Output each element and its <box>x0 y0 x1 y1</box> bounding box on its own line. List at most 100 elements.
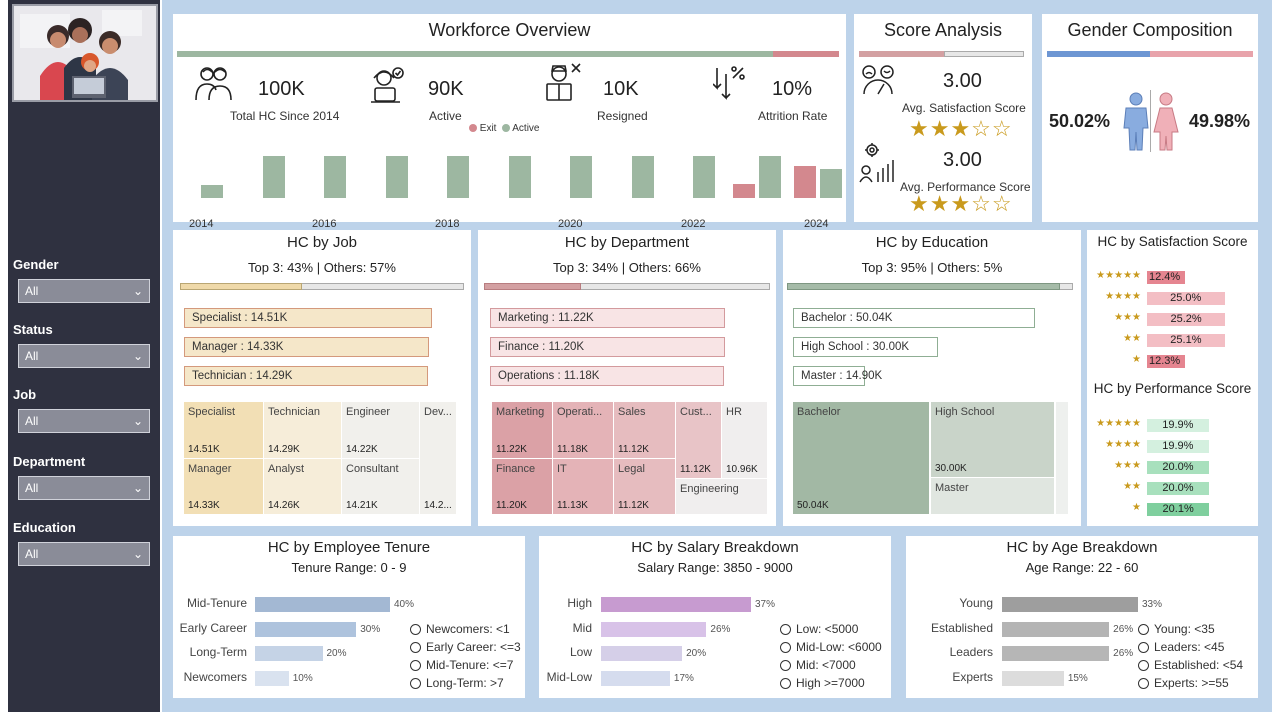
gender-divider <box>1150 90 1151 152</box>
dashboard-canvas: Workforce Overview 100K Total HC Since 2… <box>162 0 1272 712</box>
chevron-down-icon: ⌄ <box>132 349 143 363</box>
salary-bar-label: Mid <box>572 620 592 635</box>
department-treemap-tile[interactable]: Finance 11.20K <box>492 459 552 514</box>
education-treemap-other[interactable] <box>1056 402 1068 514</box>
score-bar[interactable]: 19.9% <box>1147 419 1209 432</box>
salary-bar[interactable] <box>601 646 683 661</box>
job-treemap-tile[interactable]: Analyst 14.26K <box>264 459 341 514</box>
job-title: HC by Job <box>286 234 358 251</box>
score-bar[interactable]: 25.1% <box>1147 334 1225 347</box>
age-legend-text: Young: <35 <box>1154 622 1215 636</box>
salary-legend-item: Low: <5000 <box>780 622 858 636</box>
attrition-icon <box>712 64 747 107</box>
active-bar[interactable] <box>508 156 531 198</box>
age-legend-item: Young: <35 <box>1138 622 1215 636</box>
job-treemap-tile[interactable]: Technician 14.29K <box>264 402 341 458</box>
age-bar[interactable] <box>1002 597 1138 612</box>
age-bar[interactable] <box>1002 646 1110 661</box>
active-bar[interactable] <box>570 156 592 198</box>
score-bar[interactable]: 19.9% <box>1147 440 1209 453</box>
salary-bar[interactable] <box>601 597 751 612</box>
salary-subtitle: Salary Range: 3850 - 9000 <box>637 560 793 575</box>
department-treemap-tile[interactable]: IT 11.13K <box>553 459 613 514</box>
department-treemap-tile[interactable]: Marketing 11.22K <box>492 402 552 458</box>
tenure-bar[interactable] <box>255 646 323 661</box>
tile-value: 11.12K <box>618 444 649 455</box>
active-bar[interactable] <box>385 156 408 198</box>
score-distribution-card: HC by Satisfaction Score ★★★★★ 12.4% ★★★★ 2… <box>1087 230 1258 526</box>
exit-bar[interactable] <box>794 165 816 198</box>
active-value: 90K <box>428 78 464 100</box>
hc-by-salary-card: HC by Salary Breakdown Salary Range: 385… <box>539 536 891 698</box>
tenure-bar[interactable] <box>255 621 357 637</box>
active-bar[interactable] <box>201 185 223 198</box>
job-filter-dropdown[interactable]: All ⌄ <box>18 409 150 433</box>
job-treemap-tile[interactable]: Engineer 14.22K <box>342 402 419 458</box>
year-tick-label: 2024 <box>804 218 829 230</box>
education-treemap-tile[interactable]: Master <box>931 478 1054 514</box>
department-treemap-tile[interactable]: Engineering <box>676 479 767 514</box>
circle-icon <box>780 660 791 671</box>
status-filter-dropdown[interactable]: All ⌄ <box>18 344 150 368</box>
department-treemap-tile[interactable]: Legal 11.12K <box>614 459 675 514</box>
department-treemap-tile[interactable]: HR 10.96K <box>722 402 767 478</box>
workforce-overview-card: Workforce Overview 100K Total HC Since 2… <box>173 14 846 230</box>
job-top1-label: Specialist : 14.51K <box>184 308 432 328</box>
salary-title: HC by Salary Breakdown <box>631 539 799 556</box>
age-bar[interactable] <box>1002 670 1064 686</box>
education-treemap-tile[interactable]: Bachelor 50.04K <box>793 402 929 514</box>
tenure-legend-text: Early Career: <=3 <box>426 640 521 654</box>
active-bar[interactable] <box>262 156 285 198</box>
department-treemap-tile[interactable]: Cust... 11.12K <box>676 402 721 478</box>
circle-icon <box>410 660 421 671</box>
department-filter-dropdown[interactable]: All ⌄ <box>18 476 150 500</box>
active-bar[interactable] <box>693 156 715 198</box>
tile-label: Cust... <box>680 406 712 418</box>
tenure-bar[interactable] <box>255 670 289 686</box>
tile-value: 11.22K <box>496 444 527 455</box>
job-treemap-tile[interactable]: Manager 14.33K <box>184 459 263 514</box>
score-bar[interactable]: 25.0% <box>1147 292 1225 305</box>
age-bar-percentage: 15% <box>1067 672 1088 684</box>
star-rating-label: ★ <box>1132 502 1141 513</box>
tile-label: Sales <box>618 406 646 418</box>
salary-bar[interactable] <box>601 621 707 637</box>
salary-legend-item: High >=7000 <box>780 676 865 690</box>
salary-bar[interactable] <box>601 670 670 686</box>
job-treemap-tile[interactable]: 14.2... <box>420 492 456 514</box>
age-bar[interactable] <box>1002 621 1110 637</box>
job-treemap-tile[interactable]: Consultant 14.21K <box>342 459 419 514</box>
workforce-overview-title: Workforce Overview <box>428 20 591 40</box>
job-treemap-tile[interactable]: Specialist 14.51K <box>184 402 263 458</box>
tenure-bar[interactable] <box>255 597 390 612</box>
score-bar[interactable]: 20.0% <box>1147 461 1209 474</box>
active-bar[interactable] <box>758 156 781 198</box>
job-top2-label: Manager : 14.33K <box>184 337 429 357</box>
education-treemap-tile[interactable]: High School 30.00K <box>931 402 1054 477</box>
department-treemap-tile[interactable]: Operati... 11.18K <box>553 402 613 458</box>
score-bar[interactable]: 25.2% <box>1147 313 1226 326</box>
chevron-down-icon: ⌄ <box>132 284 143 298</box>
active-bar[interactable] <box>820 168 842 198</box>
gender-composition-card: Gender Composition 50.02% 49.98% <box>1042 14 1258 222</box>
score-bar[interactable]: 20.1% <box>1147 503 1210 516</box>
active-bar[interactable] <box>324 156 346 198</box>
age-legend-item: Leaders: <45 <box>1138 640 1224 654</box>
gender-filter-dropdown[interactable]: All ⌄ <box>18 279 150 303</box>
score-bar[interactable]: 12.3% <box>1147 355 1186 368</box>
salary-legend-text: Mid: <7000 <box>796 658 856 672</box>
tenure-bar-percentage: 40% <box>394 599 415 610</box>
performance-chart-icon <box>858 142 898 189</box>
education-top2-label: High School : 30.00K <box>793 337 938 357</box>
department-treemap-tile[interactable]: Sales 11.12K <box>614 402 675 458</box>
satisfaction-avg-value: 3.00 <box>943 70 982 92</box>
salary-legend-item: Mid-Low: <6000 <box>780 640 882 654</box>
education-filter-dropdown[interactable]: All ⌄ <box>18 542 150 566</box>
tile-label: Analyst <box>268 463 305 475</box>
active-bar[interactable] <box>631 156 654 198</box>
active-bar[interactable] <box>447 156 469 198</box>
exit-bar[interactable] <box>732 184 755 198</box>
score-bar[interactable]: 12.4% <box>1147 271 1186 284</box>
salary-bar-label: Low <box>569 645 592 659</box>
score-bar[interactable]: 20.0% <box>1147 482 1209 495</box>
